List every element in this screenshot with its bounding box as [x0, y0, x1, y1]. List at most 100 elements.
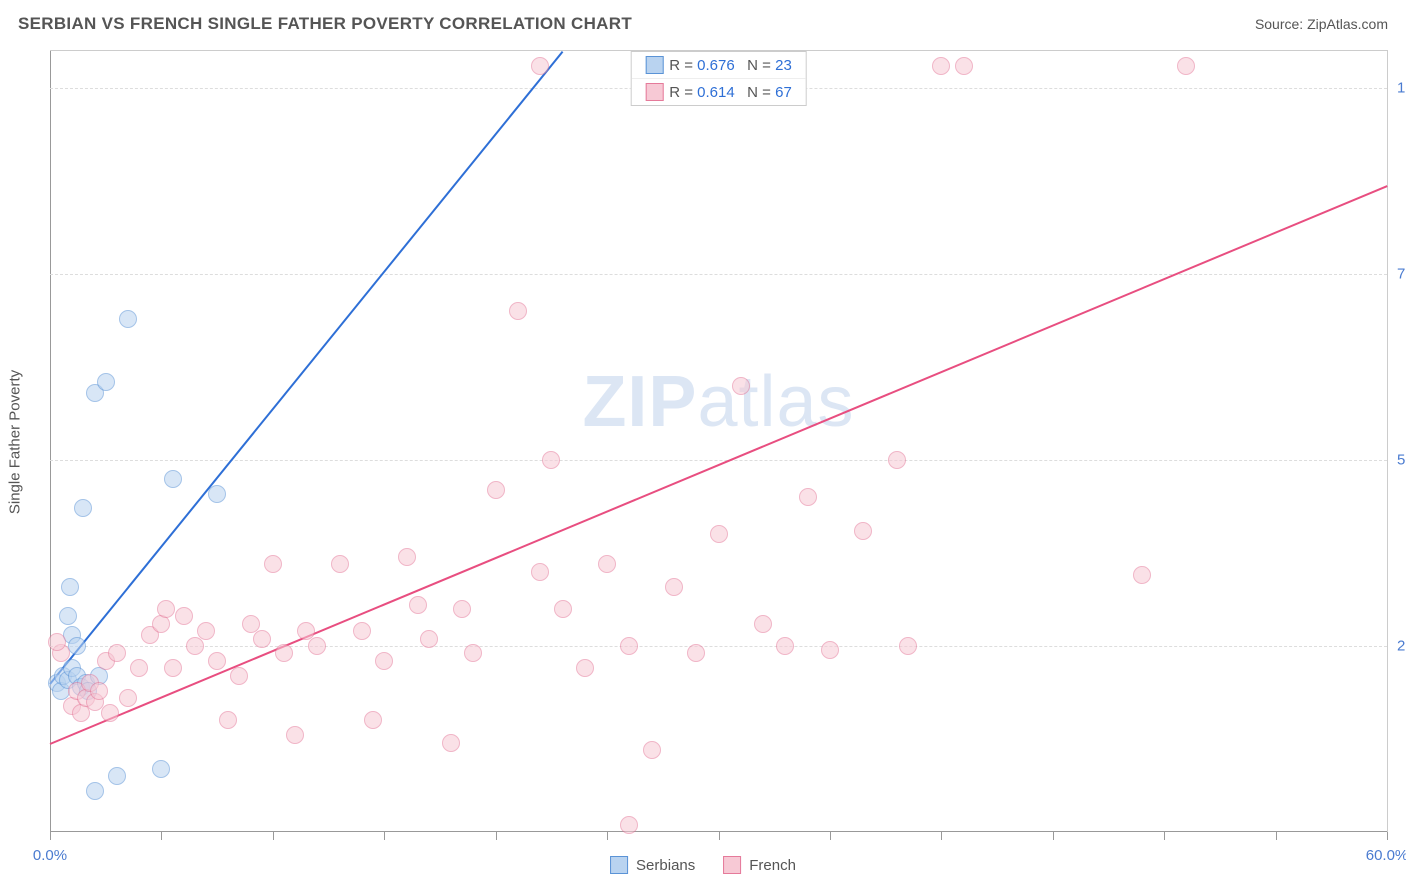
xtick [1164, 832, 1165, 840]
scatter-point [542, 451, 560, 469]
scatter-point [164, 470, 182, 488]
scatter-point [955, 57, 973, 75]
scatter-point [275, 644, 293, 662]
y-axis-label: Single Father Poverty [7, 369, 24, 513]
ytick-label: 25.0% [1397, 638, 1406, 655]
scatter-point [364, 711, 382, 729]
scatter-point [101, 704, 119, 722]
scatter-point [308, 637, 326, 655]
xtick [1053, 832, 1054, 840]
scatter-point [531, 57, 549, 75]
scatter-point [620, 816, 638, 834]
scatter-point [899, 637, 917, 655]
scatter-point [59, 607, 77, 625]
xtick [50, 832, 51, 840]
xtick [830, 832, 831, 840]
scatter-point [253, 630, 271, 648]
source-label: Source: ZipAtlas.com [1255, 16, 1388, 32]
scatter-point [74, 499, 92, 517]
scatter-point [264, 555, 282, 573]
scatter-point [821, 641, 839, 659]
scatter-point [331, 555, 349, 573]
series-name: French [749, 857, 796, 874]
scatter-point [531, 563, 549, 581]
xtick [384, 832, 385, 840]
xtick [1387, 832, 1388, 840]
chart-title: SERBIAN VS FRENCH SINGLE FATHER POVERTY … [18, 14, 632, 34]
scatter-point [157, 600, 175, 618]
scatter-point [375, 652, 393, 670]
watermark-sub: atlas [697, 362, 854, 442]
scatter-point [464, 644, 482, 662]
xtick [496, 832, 497, 840]
scatter-point [119, 310, 137, 328]
scatter-point [197, 622, 215, 640]
scatter-point [854, 522, 872, 540]
legend-swatch [645, 83, 663, 101]
scatter-point [230, 667, 248, 685]
scatter-point [108, 644, 126, 662]
scatter-point [108, 767, 126, 785]
scatter-point [620, 637, 638, 655]
scatter-point [888, 451, 906, 469]
xtick [273, 832, 274, 840]
scatter-point [576, 659, 594, 677]
scatter-point [86, 782, 104, 800]
xtick [607, 832, 608, 840]
xtick [719, 832, 720, 840]
scatter-point [420, 630, 438, 648]
plot-region: ZIPatlas R = 0.676 N = 23 R = 0.614 N = 6… [50, 51, 1387, 832]
scatter-point [398, 548, 416, 566]
scatter-point [353, 622, 371, 640]
ytick-label: 100.0% [1397, 80, 1406, 97]
scatter-point [48, 633, 66, 651]
scatter-point [97, 373, 115, 391]
scatter-point [732, 377, 750, 395]
xtick [1276, 832, 1277, 840]
legend-swatch [723, 856, 741, 874]
scatter-point [710, 525, 728, 543]
series-name: Serbians [636, 857, 695, 874]
watermark: ZIPatlas [582, 361, 854, 443]
scatter-point [509, 302, 527, 320]
scatter-point [799, 488, 817, 506]
scatter-point [453, 600, 471, 618]
legend-swatch [645, 56, 663, 74]
y-axis-line [50, 51, 51, 832]
correlation-values: R = 0.614 N = 67 [669, 84, 792, 101]
xtick [941, 832, 942, 840]
scatter-point [219, 711, 237, 729]
legend-swatch [610, 856, 628, 874]
correlation-legend-row: R = 0.614 N = 67 [631, 79, 806, 105]
scatter-point [208, 485, 226, 503]
xtick-label: 0.0% [33, 847, 67, 864]
scatter-point [68, 637, 86, 655]
scatter-point [152, 760, 170, 778]
scatter-point [409, 596, 427, 614]
scatter-point [164, 659, 182, 677]
trend-line [50, 185, 1388, 745]
correlation-legend: R = 0.676 N = 23 R = 0.614 N = 67 [630, 51, 807, 106]
trend-line [49, 51, 563, 684]
scatter-point [687, 644, 705, 662]
scatter-point [665, 578, 683, 596]
ytick-label: 75.0% [1397, 266, 1406, 283]
scatter-point [286, 726, 304, 744]
series-legend-item: French [723, 856, 796, 874]
scatter-point [90, 682, 108, 700]
correlation-legend-row: R = 0.676 N = 23 [631, 52, 806, 79]
watermark-main: ZIP [582, 362, 697, 442]
series-legend: Serbians French [610, 856, 796, 874]
scatter-point [643, 741, 661, 759]
gridline-h [50, 646, 1387, 647]
scatter-point [442, 734, 460, 752]
scatter-point [130, 659, 148, 677]
scatter-point [175, 607, 193, 625]
scatter-point [932, 57, 950, 75]
scatter-point [61, 578, 79, 596]
xtick [161, 832, 162, 840]
scatter-point [119, 689, 137, 707]
scatter-point [186, 637, 204, 655]
scatter-point [776, 637, 794, 655]
series-legend-item: Serbians [610, 856, 695, 874]
